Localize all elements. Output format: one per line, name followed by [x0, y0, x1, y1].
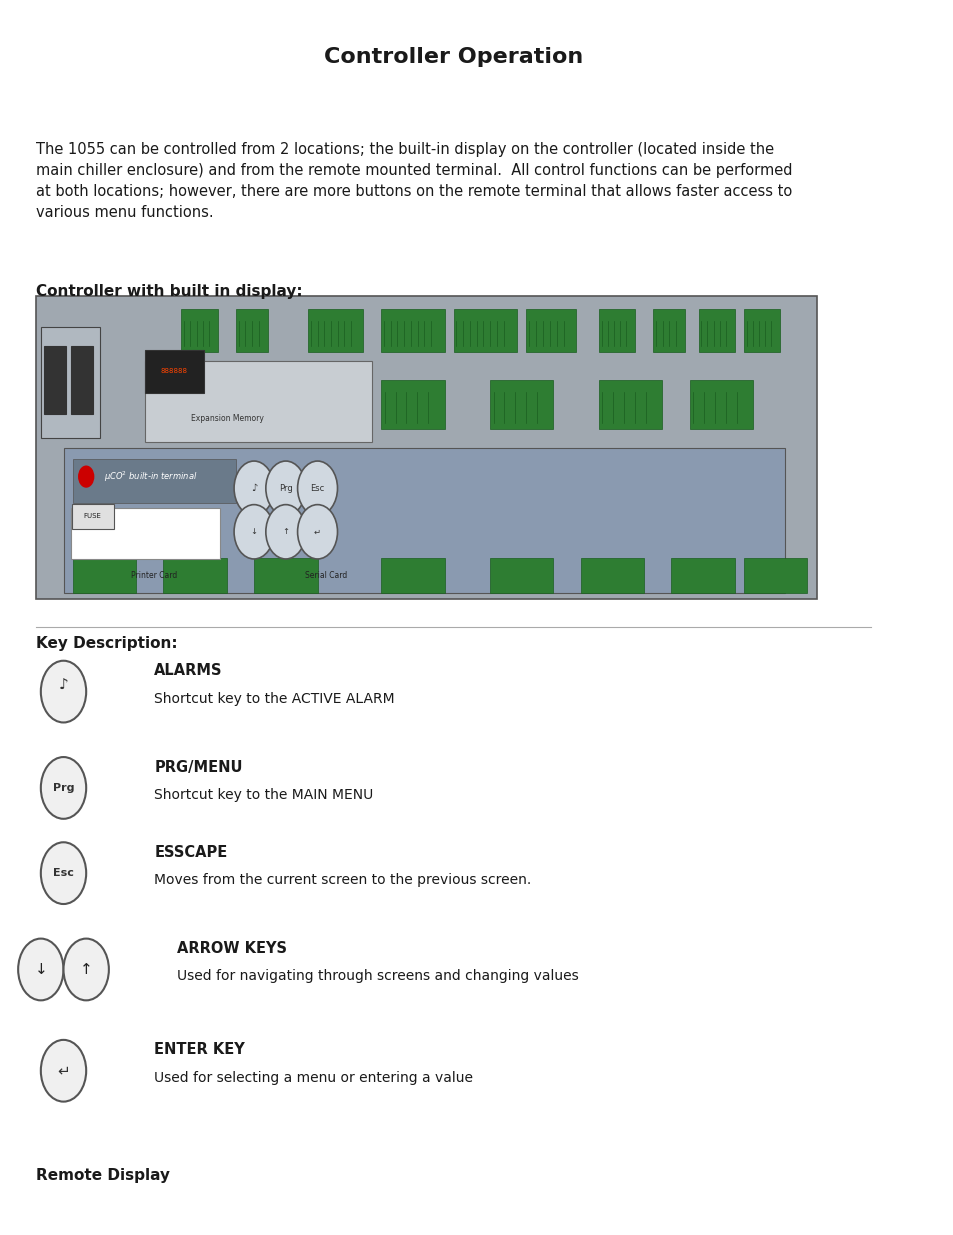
FancyBboxPatch shape — [36, 296, 816, 599]
Circle shape — [41, 842, 86, 904]
FancyBboxPatch shape — [64, 447, 784, 593]
Text: ENTER KEY: ENTER KEY — [154, 1042, 245, 1057]
Text: ↑: ↑ — [282, 527, 289, 536]
Circle shape — [41, 757, 86, 819]
FancyBboxPatch shape — [454, 309, 517, 352]
Circle shape — [18, 939, 64, 1000]
FancyBboxPatch shape — [308, 309, 362, 352]
Text: Esc: Esc — [310, 484, 324, 493]
FancyBboxPatch shape — [580, 558, 643, 593]
Text: The 1055 can be controlled from 2 locations; the built-in display on the control: The 1055 can be controlled from 2 locati… — [36, 142, 792, 220]
Text: Controller with built in display:: Controller with built in display: — [36, 284, 303, 299]
Circle shape — [266, 505, 305, 559]
FancyBboxPatch shape — [526, 309, 576, 352]
FancyBboxPatch shape — [490, 558, 553, 593]
Circle shape — [41, 661, 86, 722]
Text: Shortcut key to the ACTIVE ALARM: Shortcut key to the ACTIVE ALARM — [154, 692, 395, 705]
Text: Used for navigating through screens and changing values: Used for navigating through screens and … — [176, 969, 578, 983]
Text: PRG/MENU: PRG/MENU — [154, 760, 242, 774]
Text: Serial Card: Serial Card — [305, 571, 348, 580]
FancyBboxPatch shape — [598, 309, 635, 352]
FancyBboxPatch shape — [490, 380, 553, 430]
FancyBboxPatch shape — [689, 380, 752, 430]
FancyBboxPatch shape — [380, 309, 444, 352]
FancyBboxPatch shape — [598, 380, 661, 430]
FancyBboxPatch shape — [71, 346, 93, 414]
FancyBboxPatch shape — [72, 558, 136, 593]
Text: ↓: ↓ — [251, 527, 257, 536]
Text: ♪: ♪ — [58, 678, 69, 693]
Circle shape — [78, 466, 94, 488]
Text: Printer Card: Printer Card — [131, 571, 177, 580]
FancyBboxPatch shape — [698, 309, 734, 352]
FancyBboxPatch shape — [44, 346, 66, 414]
FancyBboxPatch shape — [72, 459, 235, 503]
FancyBboxPatch shape — [380, 558, 444, 593]
Text: ALARMS: ALARMS — [154, 663, 222, 678]
Text: Prg: Prg — [278, 484, 293, 493]
Circle shape — [233, 461, 274, 515]
Text: 888888: 888888 — [160, 368, 188, 374]
Text: Expansion Memory: Expansion Memory — [191, 414, 263, 424]
Circle shape — [297, 461, 337, 515]
FancyBboxPatch shape — [653, 309, 684, 352]
Circle shape — [41, 1040, 86, 1102]
Text: ESSCAPE: ESSCAPE — [154, 845, 227, 860]
Circle shape — [297, 505, 337, 559]
FancyBboxPatch shape — [71, 508, 219, 559]
Text: Moves from the current screen to the previous screen.: Moves from the current screen to the pre… — [154, 873, 531, 887]
Text: $\mu$CO$^2$ built-in terminal: $\mu$CO$^2$ built-in terminal — [104, 469, 197, 484]
FancyBboxPatch shape — [235, 309, 268, 352]
FancyBboxPatch shape — [41, 327, 100, 438]
FancyBboxPatch shape — [145, 362, 372, 442]
Text: Controller Operation: Controller Operation — [324, 47, 582, 67]
Text: ↵: ↵ — [57, 1063, 70, 1078]
Text: Esc: Esc — [53, 868, 74, 878]
FancyBboxPatch shape — [743, 558, 806, 593]
Circle shape — [266, 461, 305, 515]
FancyBboxPatch shape — [253, 558, 317, 593]
Text: Shortcut key to the MAIN MENU: Shortcut key to the MAIN MENU — [154, 788, 373, 802]
Text: ARROW KEYS: ARROW KEYS — [176, 941, 287, 956]
Text: Key Description:: Key Description: — [36, 636, 177, 651]
Text: ♪: ♪ — [251, 483, 257, 493]
Circle shape — [233, 505, 274, 559]
FancyBboxPatch shape — [671, 558, 734, 593]
Text: Remote Display: Remote Display — [36, 1168, 171, 1183]
FancyBboxPatch shape — [71, 504, 114, 529]
Text: Prg: Prg — [52, 783, 74, 793]
Text: ↑: ↑ — [80, 962, 92, 977]
Text: FUSE: FUSE — [84, 514, 101, 520]
FancyBboxPatch shape — [380, 380, 444, 430]
Text: ↵: ↵ — [314, 527, 321, 536]
Circle shape — [64, 939, 109, 1000]
FancyBboxPatch shape — [163, 558, 227, 593]
Text: Used for selecting a menu or entering a value: Used for selecting a menu or entering a … — [154, 1071, 473, 1084]
FancyBboxPatch shape — [743, 309, 780, 352]
Text: ↓: ↓ — [34, 962, 47, 977]
FancyBboxPatch shape — [181, 309, 217, 352]
FancyBboxPatch shape — [145, 350, 204, 393]
